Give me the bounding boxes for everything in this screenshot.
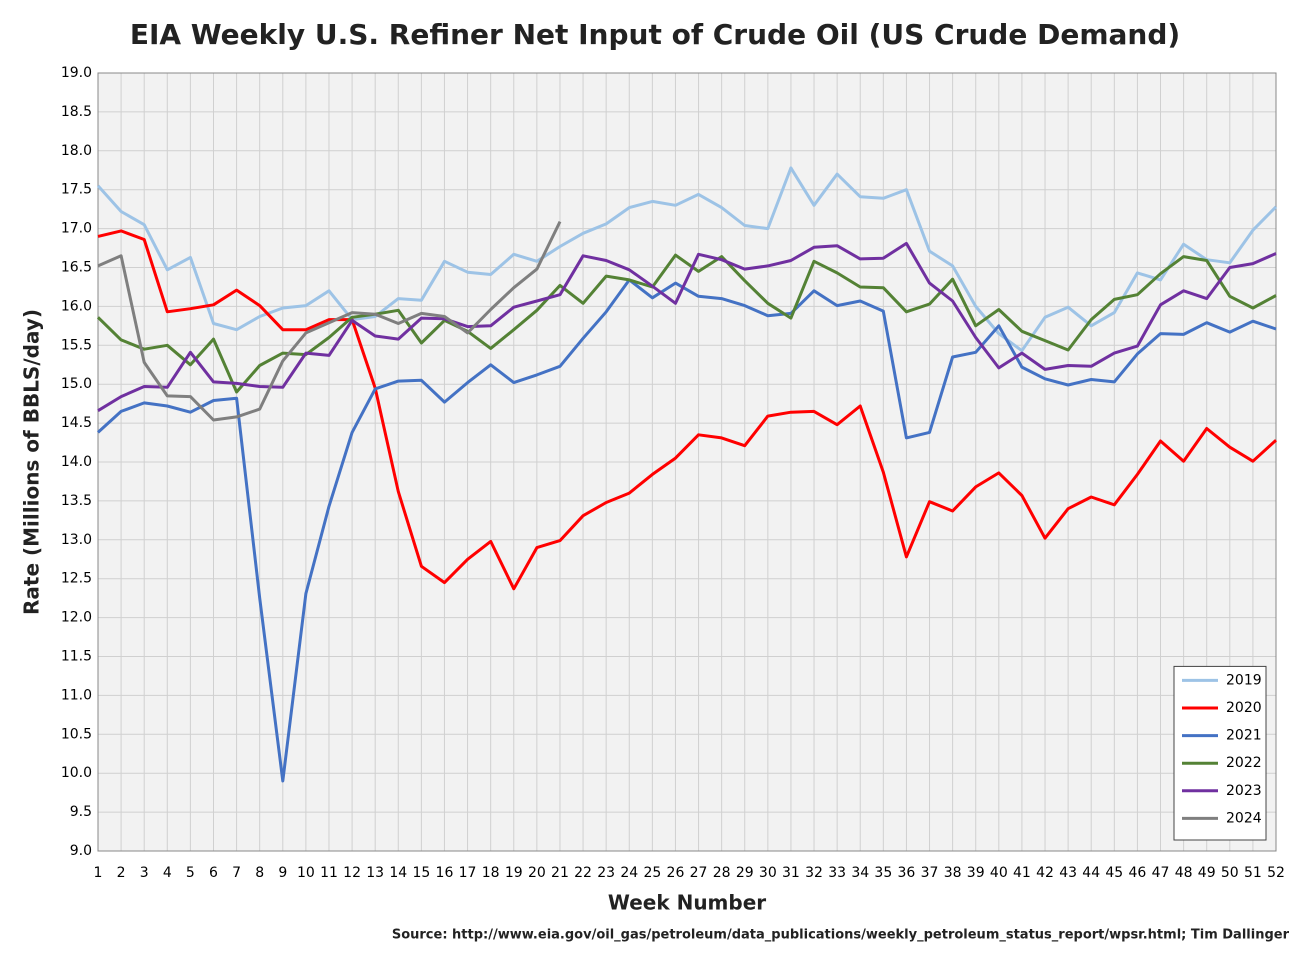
x-tick-label: 38 — [944, 865, 962, 881]
legend-label: 2020 — [1226, 700, 1262, 716]
x-tick-label: 47 — [1152, 865, 1170, 881]
legend-label: 2024 — [1226, 810, 1262, 826]
y-tick-label: 14.5 — [61, 415, 92, 431]
series-line — [97, 229, 1278, 591]
x-tick-label: 25 — [643, 865, 661, 881]
x-tick-label: 51 — [1244, 865, 1262, 881]
x-tick-label: 49 — [1198, 865, 1216, 881]
x-tick-label: 32 — [805, 865, 823, 881]
x-tick-label: 11 — [320, 865, 338, 881]
x-tick-label: 40 — [990, 865, 1008, 881]
legend-label: 2019 — [1226, 672, 1262, 688]
x-tick-label: 24 — [620, 865, 638, 881]
x-tick-label: 6 — [209, 865, 218, 881]
x-tick-label: 37 — [921, 865, 939, 881]
x-tick-label: 20 — [528, 865, 546, 881]
x-tick-label: 44 — [1082, 865, 1100, 881]
plot-border — [97, 72, 1277, 852]
x-tick-label: 23 — [597, 865, 615, 881]
y-axis-title: Rate (Millions of BBLS/day) — [20, 309, 44, 615]
x-tick-label: 15 — [412, 865, 430, 881]
x-tick-label: 34 — [851, 865, 869, 881]
x-tick-label: 10 — [297, 865, 315, 881]
y-tick-label: 13.0 — [61, 532, 92, 548]
x-tick-label: 42 — [1036, 865, 1054, 881]
y-tick-label: 9.5 — [70, 804, 92, 820]
x-tick-label: 35 — [874, 865, 892, 881]
x-tick-label: 5 — [186, 865, 195, 881]
y-tick-label: 9.0 — [70, 843, 92, 859]
y-tick-label: 11.5 — [61, 649, 92, 665]
x-tick-label: 41 — [1013, 865, 1031, 881]
x-tick-label: 29 — [736, 865, 754, 881]
y-tick-label: 14.0 — [61, 454, 92, 470]
series-line — [97, 241, 1277, 412]
x-tick-label: 28 — [713, 865, 731, 881]
x-tick-label: 33 — [828, 865, 846, 881]
x-tick-label: 19 — [505, 865, 523, 881]
y-tick-label: 15.5 — [61, 337, 92, 353]
x-tick-label: 21 — [551, 865, 569, 881]
x-tick-label: 2 — [117, 865, 126, 881]
y-tick-label: 16.5 — [61, 260, 92, 276]
y-tick-label: 11.0 — [61, 687, 92, 703]
legend: 2019 2020 2021 2022 2023 2024 — [1173, 665, 1267, 841]
legend-label: 2021 — [1226, 728, 1262, 744]
legend-label: 2023 — [1226, 783, 1262, 799]
x-tick-label: 52 — [1267, 865, 1285, 881]
legend-label: 2022 — [1226, 755, 1262, 771]
x-axis-title: Week Number — [608, 891, 766, 915]
x-tick-label: 39 — [967, 865, 985, 881]
x-tick-label: 43 — [1059, 865, 1077, 881]
x-tick-label: 46 — [1128, 865, 1146, 881]
x-tick-label: 30 — [759, 865, 777, 881]
x-tick-label: 14 — [389, 865, 407, 881]
x-tick-label: 26 — [667, 865, 685, 881]
x-tick-label: 50 — [1221, 865, 1239, 881]
y-tick-label: 19.0 — [61, 65, 92, 81]
series-line — [96, 253, 1277, 394]
x-tick-label: 8 — [255, 865, 264, 881]
x-tick-label: 16 — [436, 865, 454, 881]
x-tick-label: 4 — [163, 865, 172, 881]
series-line — [96, 166, 1278, 353]
x-tick-label: 22 — [574, 865, 592, 881]
x-tick-label: 9 — [278, 865, 287, 881]
x-tick-label: 3 — [140, 865, 149, 881]
y-tick-label: 17.0 — [61, 221, 92, 237]
x-tick-label: 27 — [690, 865, 708, 881]
x-tick-label: 7 — [232, 865, 241, 881]
y-tick-label: 16.0 — [61, 298, 92, 314]
y-tick-label: 12.5 — [61, 571, 92, 587]
y-tick-label: 18.0 — [61, 143, 92, 159]
series-line — [96, 278, 1277, 783]
y-tick-label: 10.5 — [61, 726, 92, 742]
chart-title: EIA Weekly U.S. Refiner Net Input of Cru… — [130, 18, 1180, 51]
x-tick-label: 18 — [482, 865, 500, 881]
y-tick-label: 18.5 — [61, 104, 92, 120]
x-tick-label: 31 — [782, 865, 800, 881]
x-tick-label: 48 — [1175, 865, 1193, 881]
series-line — [97, 220, 562, 422]
x-tick-label: 13 — [366, 865, 384, 881]
y-tick-label: 15.0 — [61, 376, 92, 392]
x-tick-label: 1 — [94, 865, 103, 881]
y-tick-label: 12.0 — [61, 610, 92, 626]
x-tick-label: 45 — [1105, 865, 1123, 881]
y-tick-label: 17.5 — [61, 182, 92, 198]
y-tick-label: 13.5 — [61, 493, 92, 509]
x-tick-label: 12 — [343, 865, 361, 881]
x-tick-label: 36 — [898, 865, 916, 881]
source-note: Source: http://www.eia.gov/oil_gas/petro… — [392, 928, 1290, 943]
y-tick-label: 10.0 — [61, 765, 92, 781]
legend-box — [1173, 665, 1267, 841]
x-tick-label: 17 — [459, 865, 477, 881]
